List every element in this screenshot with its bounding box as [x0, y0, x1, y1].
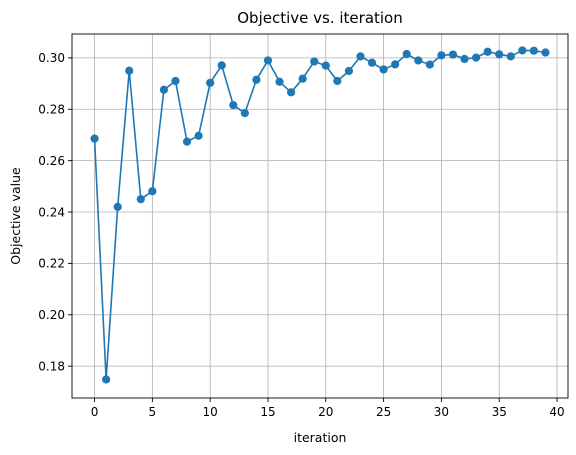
data-point [136, 195, 145, 204]
data-point [483, 47, 492, 56]
data-point [206, 78, 215, 87]
y-tick-label: 0.26 [38, 154, 65, 168]
data-point [425, 60, 434, 69]
data-point [102, 375, 111, 384]
x-tick-label: 10 [203, 405, 218, 419]
data-point [356, 52, 365, 61]
x-tick-label: 40 [549, 405, 564, 419]
y-tick-label: 0.28 [38, 103, 65, 117]
data-point [217, 61, 226, 70]
data-point [182, 137, 192, 146]
data-point [252, 75, 261, 84]
data-point [367, 58, 377, 67]
x-tick-label: 20 [318, 405, 333, 419]
data-point [391, 60, 400, 69]
data-point [321, 61, 330, 70]
data-point [471, 53, 481, 62]
x-axis-label: iteration [294, 430, 347, 445]
data-point [506, 52, 515, 61]
series-line [93, 49, 546, 381]
data-point [460, 54, 469, 64]
tick-layer: 0 5 10 15 20 25 30 35 40 0.18 0.20 0.22 0.24 0.26 0.28… [38, 51, 564, 419]
x-tick-label: 0 [91, 405, 99, 419]
x-tick-label: 15 [260, 405, 275, 419]
y-tick-label: 0.18 [38, 359, 65, 373]
x-tick-label: 30 [434, 405, 449, 419]
data-point [275, 77, 284, 86]
data-point [229, 101, 238, 110]
data-point [310, 57, 319, 66]
data-point [125, 66, 134, 75]
data-point [437, 51, 446, 60]
data-point [379, 65, 388, 74]
data-point [448, 50, 458, 59]
data-point [286, 88, 296, 97]
data-point [402, 49, 411, 59]
y-tick-label: 0.20 [38, 308, 65, 322]
y-axis-label: Objective value [8, 167, 23, 265]
x-tick-label: 25 [376, 405, 391, 419]
data-point [159, 85, 169, 94]
chart-title: Objective vs. iteration [237, 9, 403, 27]
data-point [529, 46, 538, 55]
data-point [333, 76, 342, 86]
data-point [298, 74, 307, 83]
grid-layer [72, 34, 568, 398]
data-point [518, 46, 527, 55]
data-point [113, 202, 122, 211]
data-point [344, 66, 354, 76]
data-point [263, 56, 273, 65]
data-point [495, 50, 504, 59]
data-point [171, 76, 180, 86]
x-tick-label: 35 [492, 405, 507, 419]
data-point [414, 56, 423, 65]
data-point [194, 131, 203, 140]
y-tick-label: 0.22 [38, 257, 65, 271]
y-tick-label: 0.24 [38, 205, 65, 219]
data-point [90, 134, 99, 143]
x-tick-label: 5 [149, 405, 157, 419]
plot-frame [71, 33, 569, 399]
data-point [148, 187, 157, 196]
data-point [240, 109, 249, 118]
data-point [541, 48, 550, 57]
series-layer [90, 46, 550, 384]
y-tick-label: 0.30 [38, 51, 65, 65]
